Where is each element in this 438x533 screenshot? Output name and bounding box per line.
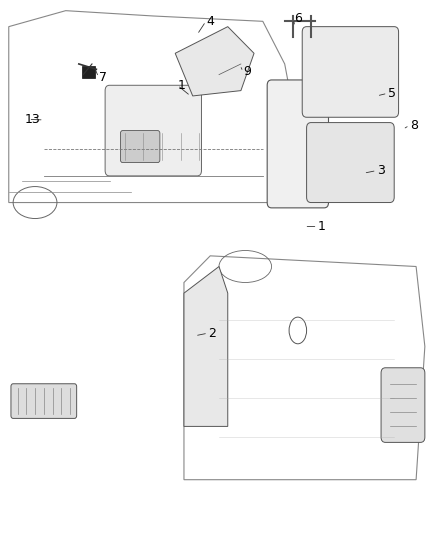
Text: 13: 13 <box>25 113 41 126</box>
FancyBboxPatch shape <box>105 85 201 176</box>
Text: 8: 8 <box>410 119 418 132</box>
Text: 6: 6 <box>294 12 302 25</box>
Text: 1: 1 <box>318 220 326 233</box>
FancyBboxPatch shape <box>381 368 425 442</box>
FancyBboxPatch shape <box>120 131 160 163</box>
Text: 9: 9 <box>244 66 251 78</box>
Text: 5: 5 <box>388 87 396 100</box>
FancyBboxPatch shape <box>11 384 77 418</box>
PathPatch shape <box>184 266 228 426</box>
FancyBboxPatch shape <box>307 123 394 203</box>
FancyBboxPatch shape <box>267 80 328 208</box>
Text: 3: 3 <box>377 164 385 177</box>
PathPatch shape <box>175 27 254 96</box>
Text: 4: 4 <box>206 15 214 28</box>
Text: 1: 1 <box>178 79 186 92</box>
FancyBboxPatch shape <box>302 27 399 117</box>
FancyBboxPatch shape <box>82 66 95 78</box>
Text: 2: 2 <box>208 327 216 340</box>
Text: 7: 7 <box>99 71 107 84</box>
